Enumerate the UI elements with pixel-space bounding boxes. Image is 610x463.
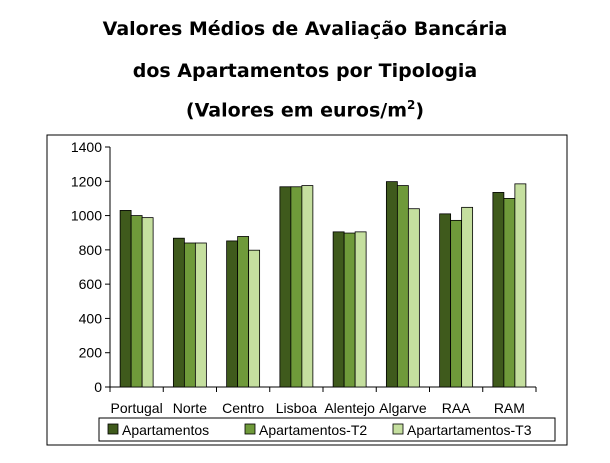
bar-ram-series-2 [503,198,516,388]
bar-portugal-series-3 [141,217,154,388]
x-tick-label: Algarve [379,400,427,416]
y-tick-label: 200 [79,345,103,361]
bar-ram-series-1 [492,192,505,388]
legend: Apartamentos Apartamentos-T2 Apartartament… [107,422,532,438]
bar-norte-series-1 [172,237,185,388]
bar-raa-series-3 [461,206,474,388]
bar-centro-series-1 [226,240,239,388]
chart-area-border [46,134,568,446]
bar-lisboa-series-1 [279,186,292,388]
bar-lisboa-series-2 [290,186,303,388]
legend-box [98,417,556,442]
x-tick-label: RAA [442,400,471,416]
bar-lisboa-series-3 [301,185,314,388]
bar-raa-series-2 [450,219,463,388]
chart-title-line-1: Valores Médios de Avaliação Bancária [102,18,508,40]
bar-centro-series-2 [237,236,250,388]
x-tick-label: Lisboa [276,400,317,416]
y-tick-label: 800 [79,242,103,258]
y-tick-label: 1000 [71,208,102,224]
bar-alentejo-series-1 [332,231,345,388]
bar-algarve-series-2 [396,185,409,388]
bar-ram-series-3 [514,183,527,388]
legend-swatch-series-2 [244,423,256,435]
y-ticks-group: 0 200 400 600 800 1000 1200 1400 [71,139,110,395]
legend-swatch-series-3 [392,423,404,435]
x-tick-label: Portugal [111,400,163,416]
legend-label-series-2: Apartamentos-T2 [259,422,367,438]
chart-title-line-2: dos Apartamentos por Tipologia [132,60,478,82]
y-tick-label: 0 [94,379,102,395]
x-tick-label: RAM [494,400,525,416]
bar-alentejo-series-3 [354,231,367,388]
title-units-superscript: 2 [407,98,416,112]
bar-alentejo-series-2 [343,232,356,388]
bar-centro-series-3 [248,249,261,388]
title-units-text: (Valores em euros/m [185,99,408,122]
chart-title-line-3: (Valores em euros/m2) [0,98,610,121]
legend-label-series-1: Apartamentos [122,422,209,438]
legend-label-series-3: Apartartamentos-T3 [407,422,532,438]
y-tick-label: 600 [79,276,103,292]
bar-norte-series-3 [194,242,207,388]
bars-group [119,181,527,388]
y-tick-label: 1200 [71,173,102,189]
title-units-close: ) [415,99,425,122]
x-tick-label: Alentejo [324,400,375,416]
bar-raa-series-1 [439,213,452,388]
bar-portugal-series-2 [130,215,143,388]
x-ticks-group: Portugal Norte Centro Lisboa Alentejo Algarve… [109,387,537,416]
y-tick-label: 1400 [71,139,102,155]
y-tick-label: 400 [79,310,103,326]
bar-algarve-series-3 [407,208,420,388]
bar-norte-series-2 [183,242,196,388]
x-tick-label: Norte [173,400,207,416]
x-tick-label: Centro [222,400,264,416]
legend-swatch-series-1 [107,423,119,435]
bar-algarve-series-1 [385,181,398,388]
bar-portugal-series-1 [119,210,132,388]
